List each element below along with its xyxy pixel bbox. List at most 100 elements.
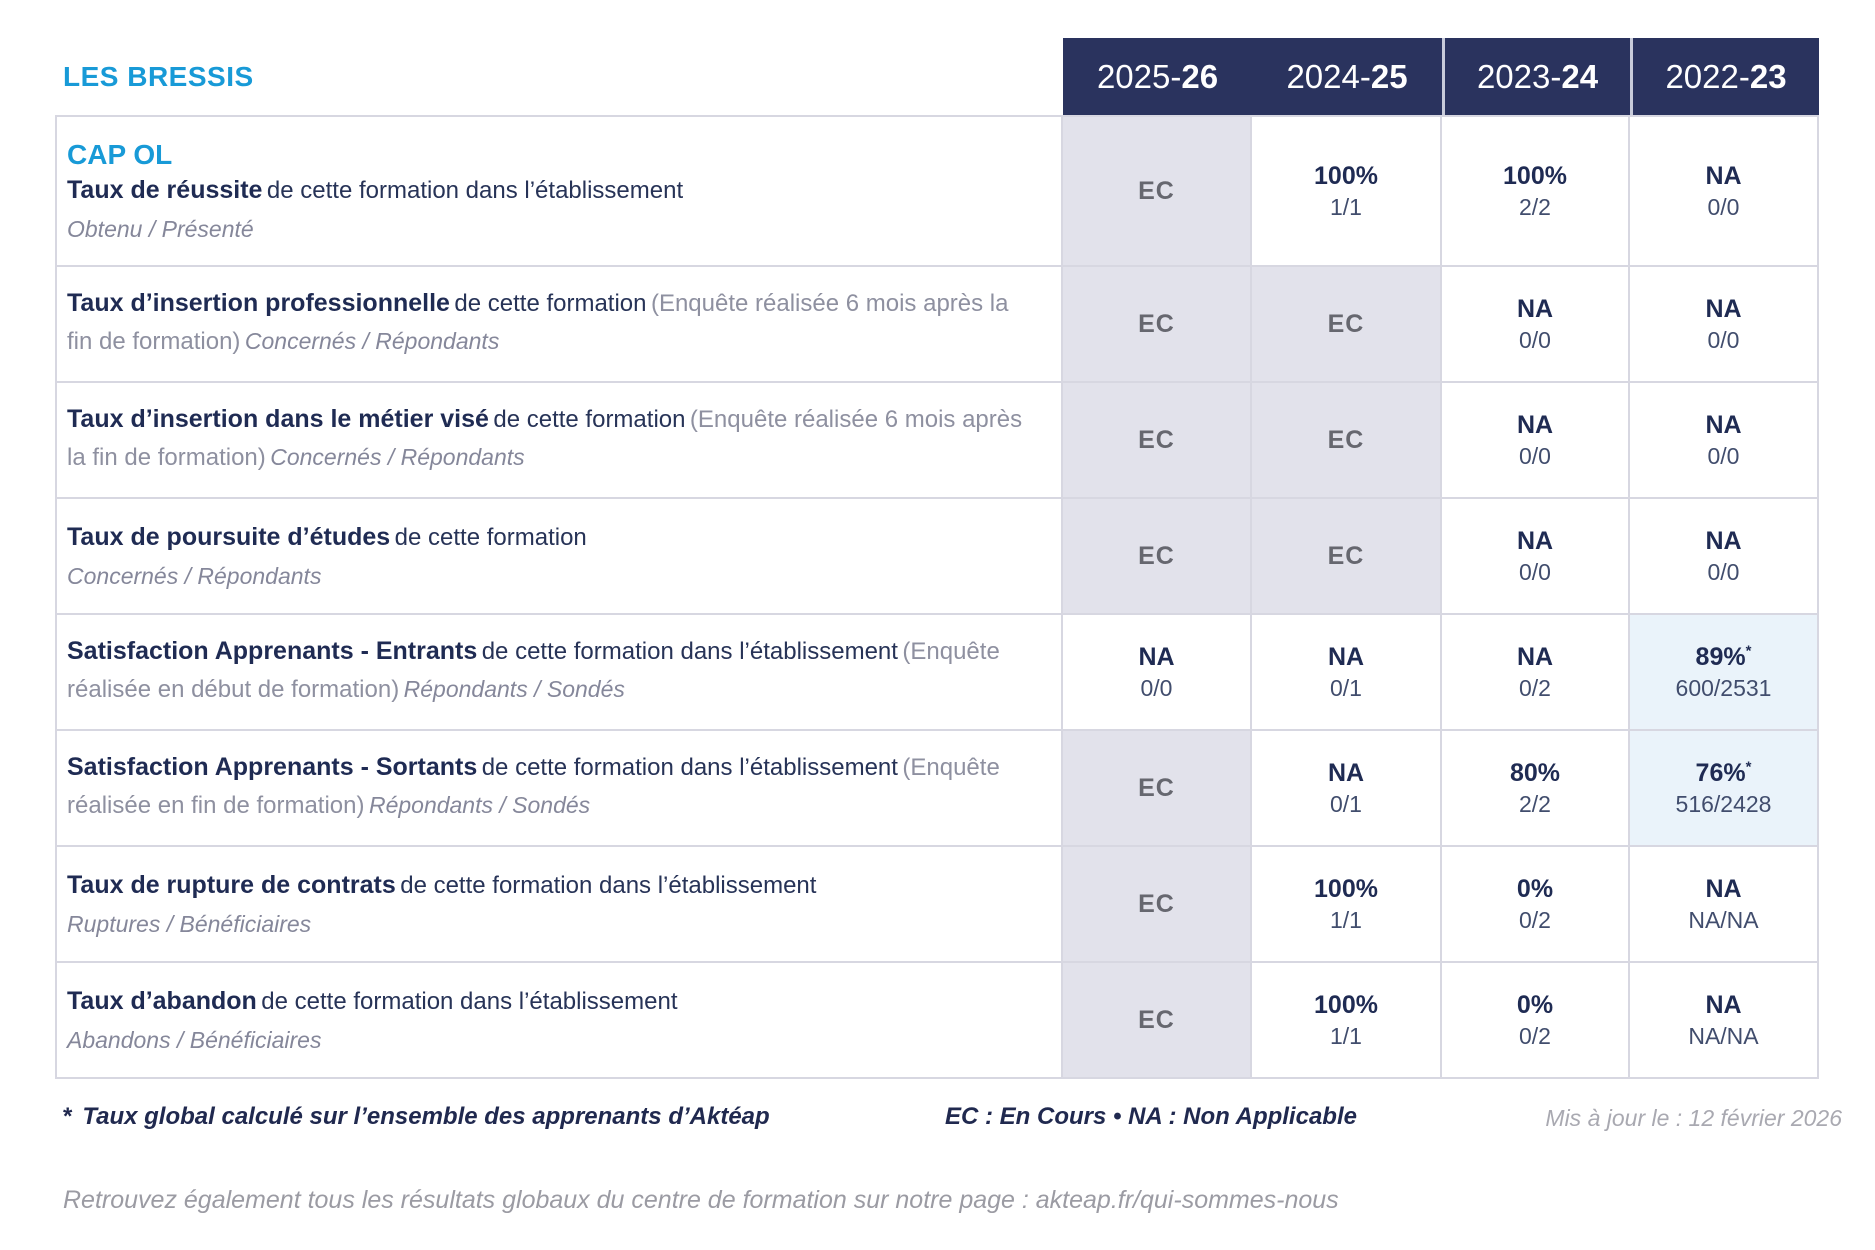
metric-desc-text: de cette formation dans l’établissement (481, 638, 898, 665)
asterisk-marker: * (1745, 758, 1752, 776)
table-row: Taux de poursuite d’études de cette form… (55, 499, 1819, 615)
ratio-value: 0/0 (1707, 442, 1740, 469)
ratio-value: 2/2 (1519, 790, 1551, 817)
table-row: Taux de rupture de contrats de cette for… (55, 847, 1819, 963)
value-cell: NA 0/0 (1063, 615, 1252, 731)
value-cell: NA 0/2 (1442, 615, 1630, 731)
metric-title: Satisfaction Apprenants - Sortants (67, 753, 478, 781)
footnote-text: Taux global calculé sur l’ensemble des a… (82, 1103, 770, 1130)
rate-value: 100% (1314, 874, 1378, 903)
ratio-value: 0/2 (1519, 674, 1551, 701)
rate-value: NA (1516, 642, 1554, 671)
metric-description: Satisfaction Apprenants - Sortants de ce… (67, 750, 1039, 826)
value-cell: NA NA/NA (1630, 847, 1819, 963)
ratio-value: 0/2 (1519, 906, 1551, 933)
ratio-value: 0/0 (1707, 193, 1740, 220)
metric-title: Taux de rupture de contrats (67, 871, 396, 899)
ratio-value: 0/0 (1140, 674, 1173, 701)
metric-desc-text: de cette formation (394, 524, 587, 551)
rate-value: 0% (1516, 990, 1554, 1019)
last-updated-label: Mis à jour le : 12 février 2026 (1545, 1105, 1842, 1131)
ratio-value: 2/2 (1519, 193, 1551, 220)
footnote-row: * Taux global calculé sur l’ensemble des … (55, 1103, 1842, 1143)
metric-desc-text: de cette formation dans l’établissement (266, 177, 684, 204)
value-cell: NA 0/0 (1442, 499, 1630, 615)
metric-desc-text: de cette formation dans l’établissement (400, 872, 817, 899)
year-column-header: 2025- 26 (1063, 38, 1252, 115)
metric-ratio-caption: Concernés / Répondants (270, 444, 525, 470)
asterisk-marker: * (63, 1103, 73, 1130)
value-cell: 0% 0/2 (1442, 847, 1630, 963)
year-suffix: 25 (1370, 57, 1408, 95)
ratio-value: 0/0 (1519, 326, 1551, 353)
table-row: Taux d’insertion professionnelle de cett… (55, 267, 1819, 383)
metric-description: Taux d’insertion professionnelle de cett… (67, 286, 1039, 362)
year-prefix: 2024- (1286, 57, 1371, 95)
metric-desc-text: de cette formation (493, 406, 686, 433)
metric-ratio-caption: Concernés / Répondants (244, 328, 500, 354)
metric-label-cell: CAP OL Taux de réussite de cette formatio… (55, 115, 1063, 267)
value-cell: NA 0/0 (1630, 115, 1819, 267)
value-cell: 100% 1/1 (1252, 963, 1442, 1079)
value-cell: NA 0/1 (1252, 615, 1442, 731)
value-cell: EC (1252, 383, 1442, 499)
global-results-link-text: Retrouvez également tous les résultats g… (63, 1186, 1339, 1214)
value-cell: NA NA/NA (1630, 963, 1819, 1079)
ratio-value: 0/1 (1330, 790, 1362, 817)
rate-value: 80% (1509, 758, 1561, 787)
metric-title: Taux de poursuite d’études (67, 523, 391, 551)
ec-value: EC (1327, 541, 1365, 570)
metric-description: Satisfaction Apprenants - Entrants de ce… (67, 634, 1039, 710)
ec-value: EC (1138, 425, 1175, 454)
metric-ratio-caption: Répondants / Sondés (368, 792, 591, 818)
value-cell: EC (1063, 499, 1252, 615)
ec-value: EC (1138, 176, 1175, 205)
table-row: CAP OL Taux de réussite de cette formatio… (55, 115, 1819, 267)
value-cell: EC (1063, 115, 1252, 267)
value-cell: 89%* 600/2531 (1630, 615, 1819, 731)
metric-label-cell: Taux d’insertion dans le métier visé de … (55, 383, 1063, 499)
rate-value: NA (1516, 410, 1554, 439)
rate-value: NA (1705, 410, 1742, 439)
metric-desc-text: de cette formation dans l’établissement (261, 988, 678, 1015)
ec-value: EC (1138, 773, 1175, 802)
metric-label-cell: Satisfaction Apprenants - Sortants de ce… (55, 731, 1063, 847)
rate-value: NA (1705, 990, 1742, 1019)
rate-value: 0% (1516, 874, 1554, 903)
metric-title: Taux de réussite (67, 176, 263, 204)
year-column-header: 2023- 24 (1442, 38, 1630, 115)
ratio-value: 0/1 (1330, 674, 1362, 701)
ratio-value: 0/0 (1519, 442, 1551, 469)
value-cell: NA 0/0 (1442, 267, 1630, 383)
metric-label-cell: Taux d’insertion professionnelle de cett… (55, 267, 1063, 383)
year-suffix: 26 (1181, 57, 1219, 95)
value-cell: EC (1252, 499, 1442, 615)
ratio-value: NA/NA (1688, 906, 1759, 933)
metric-survey-note: (Enquête réalisée en fin de formation) (67, 754, 1000, 819)
value-cell: EC (1063, 267, 1252, 383)
value-cell: EC (1063, 963, 1252, 1079)
metric-title: Taux d’insertion professionnelle (67, 289, 450, 317)
table-row: Taux d’insertion dans le métier visé de … (55, 383, 1819, 499)
metric-description: Taux d’abandon de cette formation dans l… (67, 984, 1039, 1022)
year-prefix: 2025- (1096, 57, 1182, 95)
value-cell: NA 0/0 (1442, 383, 1630, 499)
ratio-value: 1/1 (1330, 906, 1362, 933)
metric-label-cell: Taux de rupture de contrats de cette for… (55, 847, 1063, 963)
value-cell: NA 0/0 (1630, 267, 1819, 383)
rate-value: 89%* (1695, 642, 1752, 671)
metric-description: Taux de poursuite d’études de cette form… (67, 520, 1039, 558)
metric-label-cell: Satisfaction Apprenants - Entrants de ce… (55, 615, 1063, 731)
rate-value: 76%* (1695, 758, 1752, 787)
metric-desc-text: de cette formation (454, 290, 647, 317)
rate-value: NA (1705, 161, 1742, 190)
metric-ratio-caption: Obtenu / Présenté (67, 216, 254, 242)
value-cell: NA 0/0 (1630, 499, 1819, 615)
abbreviation-legend: EC : En Cours • NA : Non Applicable (945, 1103, 1357, 1130)
metric-ratio-caption: Abandons / Bénéficiaires (67, 1027, 322, 1053)
ratio-value: NA/NA (1688, 1022, 1759, 1049)
table-row: Satisfaction Apprenants - Entrants de ce… (55, 615, 1819, 731)
rate-value: NA (1327, 758, 1365, 787)
ratio-value: 1/1 (1330, 193, 1362, 220)
table-row: Satisfaction Apprenants - Sortants de ce… (55, 731, 1819, 847)
